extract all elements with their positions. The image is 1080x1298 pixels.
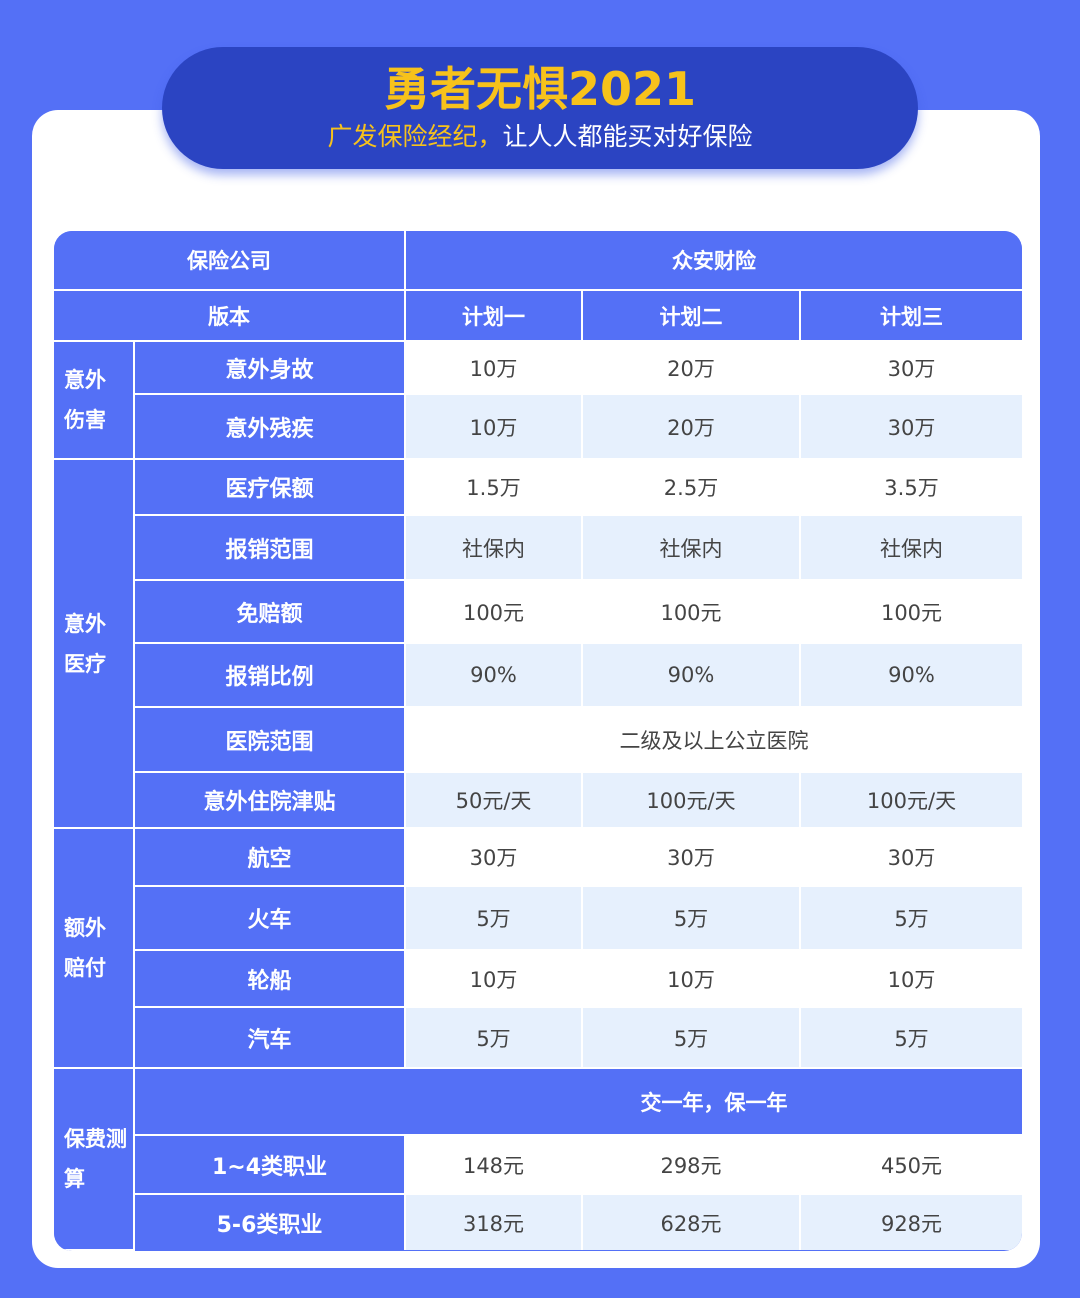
plan-value: 社保内 [581, 514, 801, 581]
version-label: 版本 [54, 289, 406, 342]
row-label: 意外残疾 [134, 393, 406, 460]
page-subtitle: 广发保险经纪，让人人都能买对好保险 [327, 122, 753, 151]
row-label: 意外住院津贴 [134, 771, 406, 829]
plan-value: 30万 [798, 340, 1023, 395]
plan-value: 社保内 [798, 514, 1023, 581]
plan-value: 3.5万 [798, 458, 1023, 516]
plan-value: 90% [798, 642, 1023, 708]
table-row: 医院范围 二级及以上公立医院 [54, 706, 1023, 773]
plan-value: 10万 [404, 949, 583, 1008]
company-name: 众安财险 [403, 231, 1023, 291]
plan-value: 10万 [404, 340, 583, 395]
table-row: 5-6类职业 318元 628元 928元 [54, 1193, 1023, 1250]
plan-header: 计划一 [404, 289, 583, 342]
plan-value: 2.5万 [581, 458, 801, 516]
category-cell: 保费测算 [54, 1067, 135, 1251]
table-row: 汽车 5万 5万 5万 [54, 1006, 1023, 1069]
plan-value: 628元 [581, 1193, 801, 1250]
plan-value: 100元/天 [581, 771, 801, 829]
plan-value: 30万 [581, 827, 801, 887]
plan-header: 计划二 [581, 289, 801, 342]
term-row: 保费测算 交一年，保一年 [54, 1067, 1023, 1251]
plan-value: 318元 [404, 1193, 583, 1250]
table-row: 免赔额 100元 100元 100元 [54, 579, 1023, 644]
plan-value: 5万 [581, 885, 801, 951]
plan-value: 10万 [581, 949, 801, 1008]
table-row: 意外残疾 10万 20万 30万 [54, 393, 1023, 460]
row-label: 汽车 [134, 1006, 406, 1069]
table-row: 报销比例 90% 90% 90% [54, 642, 1023, 708]
table-row: 1~4类职业 148元 298元 450元 [54, 1134, 1023, 1195]
plan-value: 5万 [404, 885, 583, 951]
row-label: 火车 [134, 885, 406, 951]
page-title: 勇者无惧2021 [383, 62, 697, 116]
plan-value: 100元 [581, 579, 801, 644]
category-cell: 额外赔付 [54, 827, 135, 1069]
table-row: 额外赔付 航空 30万 30万 30万 [54, 827, 1023, 1069]
table-row: 意外住院津贴 50元/天 100元/天 100元/天 [54, 771, 1023, 829]
plan-value: 10万 [798, 949, 1023, 1008]
plan-value: 5万 [798, 885, 1023, 951]
row-label: 免赔额 [134, 579, 406, 644]
insurance-comparison-table: 保险公司 众安财险 版本 计划一 计划二 计划三 意外伤害 意外身故 10万 20万 30万 意外残疾… [54, 231, 1023, 1251]
row-label: 报销范围 [134, 514, 406, 581]
payment-term: 交一年，保一年 [403, 1067, 1023, 1136]
row-label: 轮船 [134, 949, 406, 1008]
company-row: 保险公司 众安财险 [54, 231, 1023, 291]
table-row: 轮船 10万 10万 10万 [54, 949, 1023, 1008]
plan-value: 1.5万 [404, 458, 583, 516]
plan-value: 100元 [404, 579, 583, 644]
row-label: 意外身故 [133, 340, 406, 395]
row-label: 5-6类职业 [134, 1193, 406, 1250]
merged-value: 二级及以上公立医院 [403, 706, 1023, 773]
plan-header: 计划三 [798, 289, 1023, 342]
plan-value: 100元 [798, 579, 1023, 644]
plan-value: 450元 [798, 1134, 1023, 1195]
version-row: 版本 计划一 计划二 计划三 [54, 289, 1023, 342]
plan-value: 50元/天 [404, 771, 583, 829]
plan-value: 30万 [798, 827, 1023, 887]
row-label: 医院范围 [134, 706, 406, 773]
plan-value: 10万 [404, 393, 583, 460]
row-label: 航空 [133, 827, 406, 887]
title-banner: 勇者无惧2021 广发保险经纪，让人人都能买对好保险 [162, 47, 918, 169]
plan-value: 298元 [581, 1134, 801, 1195]
row-label: 报销比例 [134, 642, 406, 708]
plan-value: 928元 [798, 1193, 1023, 1250]
table-row: 意外医疗 医疗保额 1.5万 2.5万 3.5万 [54, 458, 1023, 829]
table-row: 报销范围 社保内 社保内 社保内 [54, 514, 1023, 581]
table-row: 意外伤害 意外身故 10万 20万 30万 [54, 340, 1023, 460]
plan-value: 30万 [404, 827, 583, 887]
term-spacer [133, 1067, 406, 1136]
company-label: 保险公司 [54, 231, 406, 291]
plan-value: 5万 [581, 1006, 801, 1069]
row-label: 医疗保额 [133, 458, 406, 516]
plan-value: 20万 [581, 340, 801, 395]
plan-value: 5万 [404, 1006, 583, 1069]
category-cell: 意外伤害 [54, 340, 135, 460]
table-row: 火车 5万 5万 5万 [54, 885, 1023, 951]
plan-value: 148元 [404, 1134, 583, 1195]
category-cell: 意外医疗 [54, 458, 135, 829]
plan-value: 90% [581, 642, 801, 708]
plan-value: 30万 [798, 393, 1023, 460]
row-label: 1~4类职业 [134, 1134, 406, 1195]
plan-value: 20万 [581, 393, 801, 460]
plan-value: 100元/天 [798, 771, 1023, 829]
plan-value: 5万 [798, 1006, 1023, 1069]
plan-value: 90% [404, 642, 583, 708]
plan-value: 社保内 [404, 514, 583, 581]
